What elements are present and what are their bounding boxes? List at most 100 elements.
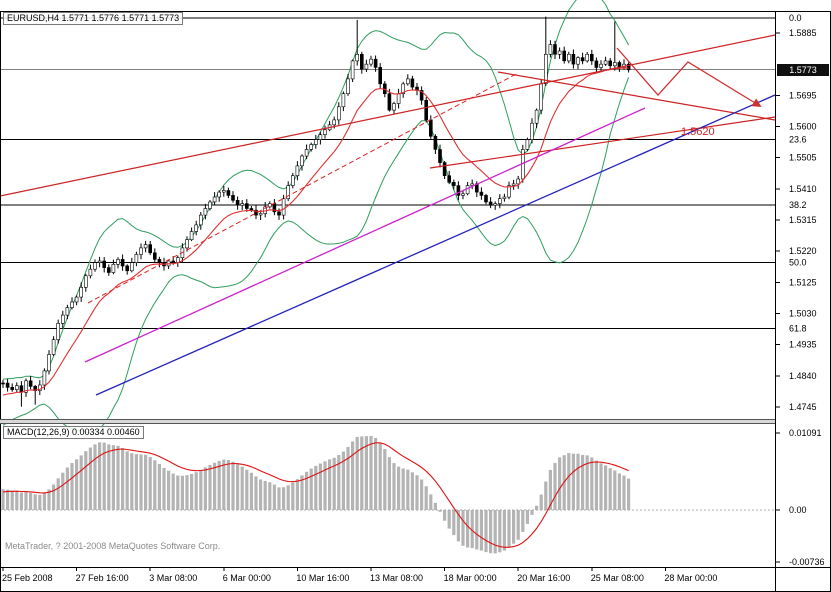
price-axis[interactable]: 1.5885 1.5695 1.5600 1.5505 1.5410 1.5315 1.52…: [775, 13, 825, 567]
candle-body: [594, 60, 599, 68]
time-axis[interactable]: 25 Feb 2008 27 Feb 16:00 3 Mar 08:00 6 Mar …: [2, 567, 717, 584]
candle-body: [240, 203, 244, 206]
candle-body: [534, 109, 539, 124]
candle-body: [47, 354, 51, 372]
candle-body: [309, 144, 314, 150]
candle-body: [134, 254, 139, 263]
candle-body: [424, 100, 429, 121]
candle-body: [428, 119, 433, 137]
candle-body: [511, 183, 516, 186]
fib-level-label: 50.0: [789, 258, 807, 268]
candle-body: [612, 62, 617, 67]
candle-body: [410, 78, 415, 88]
price-axis-label: 1.5030: [789, 309, 817, 319]
candle-body: [74, 296, 79, 303]
candle-body: [502, 196, 507, 199]
candle-body: [88, 268, 93, 277]
candle-body: [199, 214, 203, 226]
candle-body: [447, 175, 452, 183]
candle-body: [603, 60, 608, 65]
price-axis-label: 1.5125: [789, 277, 817, 287]
candle-body: [60, 314, 65, 324]
candle-body: [203, 208, 208, 216]
candle-body: [373, 58, 378, 68]
candle-body: [405, 78, 410, 85]
candle-body: [51, 339, 56, 355]
candle-body: [497, 198, 502, 204]
chart-info-title: EURUSD,H4 1.5771 1.5776 1.5771 1.5773: [3, 12, 184, 25]
candle-body: [433, 136, 438, 150]
trendlines[interactable]: [0, 34, 776, 396]
candle-body: [543, 53, 548, 85]
candle-body: [346, 78, 350, 95]
candle-body: [378, 67, 383, 85]
dashed-trendline: [87, 72, 519, 304]
macd-axis-label: 0.00: [789, 505, 807, 515]
macd-axis-label: -0.00736: [789, 557, 825, 567]
price-axis-label: 1.4935: [789, 340, 817, 350]
candle-body: [231, 195, 235, 201]
candle-body: [401, 83, 406, 95]
candle-body: [350, 60, 355, 80]
candle-body: [571, 53, 576, 65]
candle-body: [539, 83, 544, 111]
price-axis-label: 1.5220: [789, 246, 817, 256]
candle-body: [304, 149, 309, 157]
time-axis-label: 25 Feb 2008: [2, 573, 53, 583]
candle-body: [336, 106, 341, 121]
candle-body: [286, 185, 291, 200]
candle-body: [493, 203, 498, 206]
candle-body: [37, 384, 42, 391]
candle-body: [488, 201, 493, 206]
candle-body: [212, 196, 217, 203]
candle-body: [332, 119, 337, 126]
moving-average-line: [2, 67, 629, 396]
candle-body: [281, 198, 286, 216]
price-axis-label: 1.5695: [789, 90, 817, 100]
time-axis-label: 20 Mar 16:00: [517, 573, 570, 583]
candle-body: [396, 93, 401, 104]
candle-body: [369, 58, 373, 65]
candle-body: [185, 239, 189, 249]
candle-body: [107, 267, 111, 273]
candle-body: [116, 259, 120, 265]
zigzag-projection: [616, 47, 762, 107]
candle-body: [290, 175, 295, 186]
candle-body: [562, 50, 567, 62]
candle-body: [93, 262, 97, 270]
candle-body: [548, 44, 553, 55]
candle-body: [111, 263, 116, 273]
candle-body: [442, 162, 447, 177]
candle-body: [19, 385, 24, 393]
candle-body: [79, 286, 83, 298]
candle-body: [143, 244, 148, 249]
candle-body: [589, 53, 594, 62]
candle-body: [222, 190, 226, 193]
candle-body: [626, 63, 631, 71]
candle-body: [419, 90, 424, 101]
candle-body: [226, 190, 231, 196]
candle-body: [1, 382, 5, 385]
candle-body: [576, 57, 580, 65]
candle-body: [438, 149, 442, 163]
candle-body: [387, 93, 392, 111]
candle-body: [461, 193, 465, 196]
candle-body: [139, 247, 143, 255]
fib-level-label: 61.8: [789, 323, 807, 333]
candle-body: [120, 259, 125, 267]
candle-body: [479, 191, 484, 196]
candle-body: [599, 63, 603, 68]
candle-body: [364, 63, 369, 70]
candle-body: [516, 178, 521, 185]
time-axis-label: 3 Mar 08:00: [149, 573, 197, 583]
candle-body: [148, 244, 152, 254]
candle-body: [235, 200, 240, 206]
time-axis-label: 28 Mar 00:00: [664, 573, 717, 583]
candle-body: [249, 208, 254, 211]
macd-histogram: [0, 436, 775, 554]
watermark-text: MetaTrader, ? 2001-2008 MetaQuotes Softw…: [5, 541, 221, 551]
macd-indicator-label: MACD(12,26,9) 0.00334 0.00460: [3, 426, 144, 439]
time-axis-label: 18 Mar 00:00: [444, 573, 497, 583]
